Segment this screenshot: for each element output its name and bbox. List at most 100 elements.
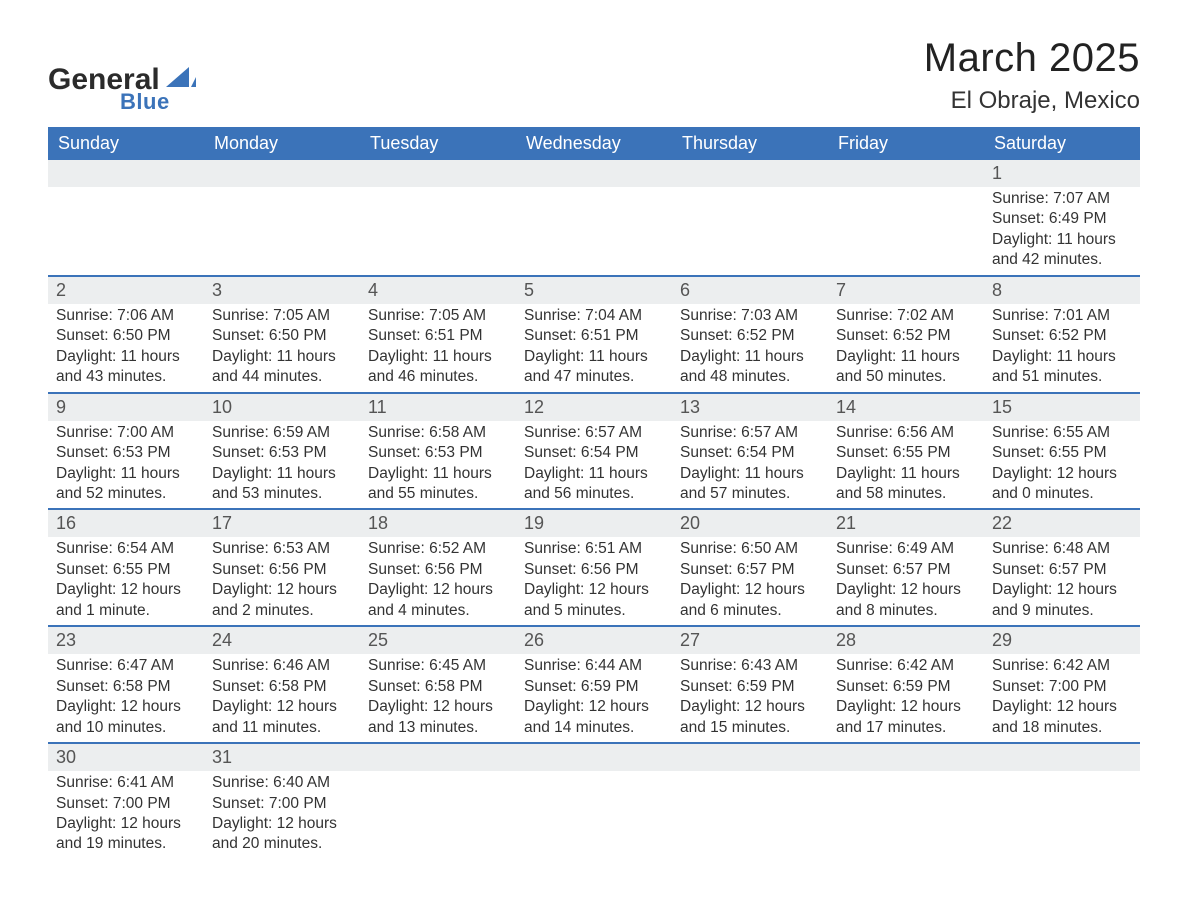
day-number: 16 [48, 510, 204, 537]
sunrise-text: Sunrise: 6:46 AM [212, 656, 352, 676]
calendar-cell [204, 160, 360, 275]
logo-sail-icon [166, 65, 196, 87]
daylight-text: Daylight: 12 hours and 14 minutes. [524, 697, 664, 738]
daylight-text: Daylight: 12 hours and 8 minutes. [836, 580, 976, 621]
sunset-text: Sunset: 6:52 PM [680, 326, 820, 346]
day-number: 29 [984, 627, 1140, 654]
calendar-cell [828, 742, 984, 859]
month-title: March 2025 [924, 36, 1140, 81]
calendar-cell: 6Sunrise: 7:03 AMSunset: 6:52 PMDaylight… [672, 275, 828, 392]
day-number [360, 160, 516, 187]
calendar-cell: 25Sunrise: 6:45 AMSunset: 6:58 PMDayligh… [360, 625, 516, 742]
sunrise-text: Sunrise: 7:05 AM [368, 306, 508, 326]
calendar-cell: 26Sunrise: 6:44 AMSunset: 6:59 PMDayligh… [516, 625, 672, 742]
sunset-text: Sunset: 6:53 PM [212, 443, 352, 463]
sunset-text: Sunset: 6:58 PM [56, 677, 196, 697]
sunset-text: Sunset: 6:59 PM [524, 677, 664, 697]
dow-header: Sunday [48, 127, 204, 160]
sunrise-text: Sunrise: 7:00 AM [56, 423, 196, 443]
day-data: Sunrise: 6:52 AMSunset: 6:56 PMDaylight:… [360, 537, 516, 625]
dow-header: Thursday [672, 127, 828, 160]
day-data: Sunrise: 7:03 AMSunset: 6:52 PMDaylight:… [672, 304, 828, 392]
day-data: Sunrise: 6:53 AMSunset: 6:56 PMDaylight:… [204, 537, 360, 625]
calendar-cell: 31Sunrise: 6:40 AMSunset: 7:00 PMDayligh… [204, 742, 360, 859]
day-data: Sunrise: 7:04 AMSunset: 6:51 PMDaylight:… [516, 304, 672, 392]
calendar-cell: 18Sunrise: 6:52 AMSunset: 6:56 PMDayligh… [360, 508, 516, 625]
sunset-text: Sunset: 7:00 PM [212, 794, 352, 814]
day-data: Sunrise: 6:42 AMSunset: 6:59 PMDaylight:… [828, 654, 984, 742]
day-number: 20 [672, 510, 828, 537]
day-number: 4 [360, 277, 516, 304]
day-data: Sunrise: 6:54 AMSunset: 6:55 PMDaylight:… [48, 537, 204, 625]
sunrise-text: Sunrise: 7:07 AM [992, 189, 1132, 209]
sunrise-text: Sunrise: 6:45 AM [368, 656, 508, 676]
sunset-text: Sunset: 6:51 PM [368, 326, 508, 346]
sunset-text: Sunset: 6:54 PM [524, 443, 664, 463]
sunrise-text: Sunrise: 7:02 AM [836, 306, 976, 326]
day-data: Sunrise: 6:46 AMSunset: 6:58 PMDaylight:… [204, 654, 360, 742]
calendar-cell [516, 160, 672, 275]
day-data [204, 187, 360, 251]
daylight-text: Daylight: 11 hours and 52 minutes. [56, 464, 196, 505]
day-number: 21 [828, 510, 984, 537]
day-number: 24 [204, 627, 360, 654]
topbar: General Blue March 2025 El Obraje, Mexic… [48, 36, 1140, 115]
calendar-cell: 15Sunrise: 6:55 AMSunset: 6:55 PMDayligh… [984, 392, 1140, 509]
logo: General Blue [48, 53, 196, 115]
daylight-text: Daylight: 11 hours and 58 minutes. [836, 464, 976, 505]
calendar-cell: 19Sunrise: 6:51 AMSunset: 6:56 PMDayligh… [516, 508, 672, 625]
daylight-text: Daylight: 11 hours and 50 minutes. [836, 347, 976, 388]
day-data [516, 771, 672, 835]
daylight-text: Daylight: 11 hours and 56 minutes. [524, 464, 664, 505]
sunrise-text: Sunrise: 6:57 AM [680, 423, 820, 443]
calendar-cell: 7Sunrise: 7:02 AMSunset: 6:52 PMDaylight… [828, 275, 984, 392]
day-number: 19 [516, 510, 672, 537]
calendar-cell: 2Sunrise: 7:06 AMSunset: 6:50 PMDaylight… [48, 275, 204, 392]
day-data: Sunrise: 6:42 AMSunset: 7:00 PMDaylight:… [984, 654, 1140, 742]
day-data: Sunrise: 6:56 AMSunset: 6:55 PMDaylight:… [828, 421, 984, 509]
sunset-text: Sunset: 6:55 PM [992, 443, 1132, 463]
day-data: Sunrise: 6:50 AMSunset: 6:57 PMDaylight:… [672, 537, 828, 625]
calendar-cell: 29Sunrise: 6:42 AMSunset: 7:00 PMDayligh… [984, 625, 1140, 742]
day-number: 30 [48, 744, 204, 771]
day-number: 11 [360, 394, 516, 421]
sunset-text: Sunset: 7:00 PM [992, 677, 1132, 697]
sunset-text: Sunset: 6:56 PM [212, 560, 352, 580]
day-number: 10 [204, 394, 360, 421]
sunset-text: Sunset: 6:55 PM [836, 443, 976, 463]
day-data: Sunrise: 6:49 AMSunset: 6:57 PMDaylight:… [828, 537, 984, 625]
daylight-text: Daylight: 12 hours and 15 minutes. [680, 697, 820, 738]
daylight-text: Daylight: 12 hours and 17 minutes. [836, 697, 976, 738]
day-data: Sunrise: 7:05 AMSunset: 6:50 PMDaylight:… [204, 304, 360, 392]
day-data: Sunrise: 6:43 AMSunset: 6:59 PMDaylight:… [672, 654, 828, 742]
daylight-text: Daylight: 12 hours and 1 minute. [56, 580, 196, 621]
sunset-text: Sunset: 6:50 PM [56, 326, 196, 346]
day-number: 27 [672, 627, 828, 654]
calendar-cell: 24Sunrise: 6:46 AMSunset: 6:58 PMDayligh… [204, 625, 360, 742]
sunset-text: Sunset: 6:58 PM [212, 677, 352, 697]
calendar-cell: 22Sunrise: 6:48 AMSunset: 6:57 PMDayligh… [984, 508, 1140, 625]
day-data [516, 187, 672, 251]
day-data [672, 187, 828, 251]
sunrise-text: Sunrise: 6:56 AM [836, 423, 976, 443]
daylight-text: Daylight: 11 hours and 46 minutes. [368, 347, 508, 388]
day-data [984, 771, 1140, 835]
day-data: Sunrise: 6:47 AMSunset: 6:58 PMDaylight:… [48, 654, 204, 742]
calendar-cell: 30Sunrise: 6:41 AMSunset: 7:00 PMDayligh… [48, 742, 204, 859]
sunset-text: Sunset: 6:57 PM [680, 560, 820, 580]
day-number: 12 [516, 394, 672, 421]
calendar-cell: 4Sunrise: 7:05 AMSunset: 6:51 PMDaylight… [360, 275, 516, 392]
sunrise-text: Sunrise: 7:06 AM [56, 306, 196, 326]
day-data: Sunrise: 6:51 AMSunset: 6:56 PMDaylight:… [516, 537, 672, 625]
daylight-text: Daylight: 11 hours and 43 minutes. [56, 347, 196, 388]
sunrise-text: Sunrise: 6:42 AM [836, 656, 976, 676]
daylight-text: Daylight: 12 hours and 0 minutes. [992, 464, 1132, 505]
sunset-text: Sunset: 6:52 PM [992, 326, 1132, 346]
daylight-text: Daylight: 12 hours and 2 minutes. [212, 580, 352, 621]
day-number [204, 160, 360, 187]
dow-header: Wednesday [516, 127, 672, 160]
day-number: 9 [48, 394, 204, 421]
day-number: 8 [984, 277, 1140, 304]
calendar-cell [828, 160, 984, 275]
daylight-text: Daylight: 12 hours and 19 minutes. [56, 814, 196, 855]
